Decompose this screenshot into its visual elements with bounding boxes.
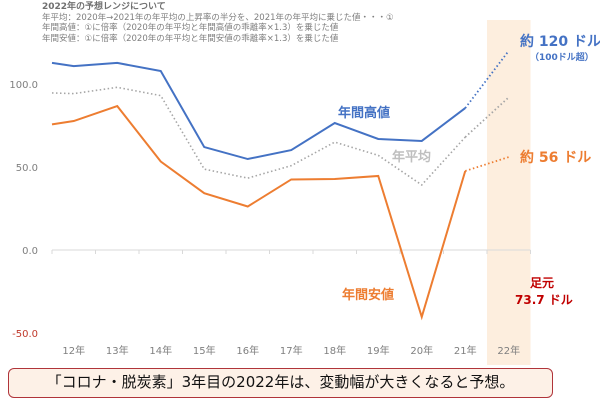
x-tick-label: 20年	[410, 344, 433, 357]
price-range-chart: 100.0 50.0 0.0 -50.0 12年 13年 14年 15年 16年 17年 18年 19…	[9, 20, 600, 365]
annotation-current-value: 73.7 ドル	[515, 293, 573, 307]
notes-title: 2022年の予想レンジについて	[42, 2, 166, 12]
x-tick-label: 17年	[280, 344, 303, 357]
x-tick-label: 12年	[62, 344, 85, 357]
forecast-line-1	[464, 96, 510, 138]
annotation-low-forecast: 約 56 ドル	[520, 149, 591, 166]
notes-line: 年間高値：①に倍率（2020年の年平均と年間高値の乖離率×1.3）を乗じた値	[42, 23, 339, 33]
x-tick-label: 19年	[367, 344, 390, 357]
series-line-2	[51, 104, 467, 321]
label-high: 年間高値	[338, 105, 390, 121]
chart-notes: 2022年の予想レンジについて 年平均：2020年→2021年の年平均の上昇率の…	[42, 2, 394, 44]
annotation-current-label: 足元	[530, 276, 554, 290]
y-tick-label: 50.0	[16, 163, 38, 174]
label-low: 年間安値	[342, 287, 394, 303]
label-average: 年平均	[392, 149, 431, 165]
forecast-band-2022	[487, 20, 531, 365]
x-tick-label: 21年	[454, 344, 477, 357]
series-line-1	[51, 86, 466, 186]
y-tick-label: 100.0	[9, 80, 38, 91]
y-tick-label: 0.0	[22, 246, 38, 257]
series-line-0	[51, 61, 466, 161]
x-tick-label: 22年	[497, 344, 520, 357]
notes-line: 年間安値：①に倍率（2020年の年平均と年間安値の乖離率×1.3）を乗じた値	[42, 33, 339, 44]
x-tick-label: 16年	[236, 344, 259, 357]
x-tick-label: 14年	[149, 344, 172, 357]
x-tick-label: 13年	[106, 344, 129, 357]
notes-line: 年平均：2020年→2021年の年平均の上昇率の半分を、2021年の年平均に乗じ…	[42, 12, 394, 23]
x-tick-label: 15年	[193, 344, 216, 357]
y-tick-label: -50.0	[12, 329, 38, 340]
annotation-high-forecast-sub: （100ドル超）	[530, 51, 594, 63]
annotation-high-forecast: 約 120 ドル	[520, 33, 600, 50]
x-tick-label: 18年	[323, 344, 346, 357]
summary-caption: 「コロナ・脱炭素」3年目の2022年は、変動幅が大きくなると予想。	[8, 368, 553, 398]
